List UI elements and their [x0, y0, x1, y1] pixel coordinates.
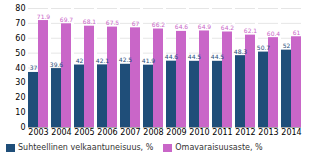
svg-text:60.4: 60.4 [267, 30, 281, 37]
svg-text:61: 61 [293, 29, 301, 36]
svg-text:37: 37 [30, 64, 38, 71]
svg-text:71.9: 71.9 [37, 13, 51, 20]
svg-text:2011: 2011 [212, 128, 232, 137]
html-text:Suhteellinen velkaantuneisuus,: Suhteellinen velkaantuneisuus, % [18, 143, 154, 152]
svg-text:2003: 2003 [28, 128, 48, 137]
svg-text:39.6: 39.6 [50, 61, 64, 68]
svg-text:2007: 2007 [120, 128, 140, 137]
svg-text:60: 60 [15, 34, 25, 43]
svg-text:2005: 2005 [74, 128, 94, 137]
svg-text:67.5: 67.5 [106, 19, 120, 26]
svg-text:2008: 2008 [143, 128, 163, 137]
svg-text:69.7: 69.7 [60, 16, 74, 23]
svg-text:40: 40 [15, 64, 25, 73]
svg-text:62.1: 62.1 [244, 27, 258, 34]
svg-text:52: 52 [283, 42, 291, 49]
svg-text:70: 70 [15, 19, 25, 28]
svg-text:2010: 2010 [189, 128, 209, 137]
svg-text:66.2: 66.2 [152, 21, 166, 28]
svg-text:42.5: 42.5 [119, 56, 133, 63]
html-text:Omavaraisuusaste, %: Omavaraisuusaste, % [175, 143, 263, 152]
svg-text:2012: 2012 [235, 128, 255, 137]
svg-text:42: 42 [76, 57, 84, 64]
svg-text:44.5: 44.5 [188, 53, 202, 60]
svg-text:42.1: 42.1 [96, 57, 110, 64]
svg-text:64.2: 64.2 [221, 24, 235, 31]
svg-text:0: 0 [20, 123, 25, 132]
svg-text:30: 30 [15, 78, 25, 87]
svg-text:64.9: 64.9 [198, 23, 212, 30]
svg-text:50.7: 50.7 [257, 44, 271, 51]
svg-text:80: 80 [15, 4, 25, 13]
svg-text:48.3: 48.3 [234, 48, 248, 55]
svg-text:64.6: 64.6 [175, 23, 189, 30]
svg-text:2013: 2013 [258, 128, 278, 137]
svg-text:41.9: 41.9 [142, 57, 156, 64]
svg-text:2014: 2014 [281, 128, 301, 137]
svg-text:67: 67 [132, 20, 140, 27]
svg-text:20: 20 [15, 93, 25, 102]
svg-text:50: 50 [15, 49, 25, 58]
svg-text:2006: 2006 [97, 128, 117, 137]
svg-text:10: 10 [15, 108, 25, 117]
svg-text:44.5: 44.5 [211, 53, 225, 60]
svg-text:68.1: 68.1 [83, 18, 97, 25]
svg-text:2009: 2009 [166, 128, 186, 137]
svg-text:2004: 2004 [51, 128, 71, 137]
svg-text:44.6: 44.6 [165, 53, 179, 60]
